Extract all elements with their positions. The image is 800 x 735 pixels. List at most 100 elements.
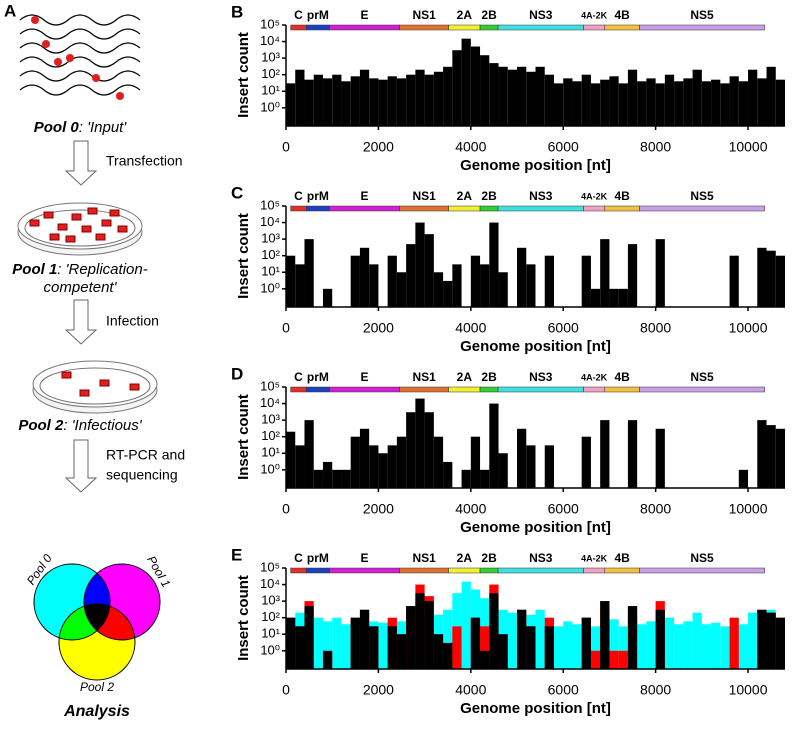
bar bbox=[489, 403, 499, 488]
gene-segment bbox=[329, 205, 400, 212]
bar bbox=[313, 469, 323, 488]
bar bbox=[350, 617, 360, 669]
bar bbox=[359, 428, 370, 488]
x-tick-label: 2000 bbox=[363, 501, 394, 517]
bar bbox=[350, 255, 360, 307]
bar bbox=[627, 69, 638, 126]
bar bbox=[553, 626, 564, 669]
bar bbox=[757, 247, 767, 307]
y-tick-label: 10⁴ bbox=[260, 576, 280, 591]
bar bbox=[359, 609, 370, 669]
gene-segment bbox=[583, 567, 606, 574]
bar bbox=[341, 469, 351, 488]
bar bbox=[655, 239, 665, 307]
gene-label: NS3 bbox=[529, 551, 553, 565]
pool2-caption: Pool 2: 'Infectious' bbox=[18, 417, 142, 434]
bar bbox=[406, 74, 416, 126]
bar bbox=[609, 288, 619, 307]
gene-label: 2B bbox=[481, 551, 497, 565]
bar bbox=[406, 412, 416, 488]
gene-segment bbox=[290, 24, 307, 31]
y-tick-label: 10¹ bbox=[261, 264, 280, 279]
bar bbox=[286, 617, 296, 669]
bar bbox=[600, 601, 610, 669]
bar bbox=[433, 272, 444, 307]
x-tick-label: 6000 bbox=[548, 139, 579, 155]
bar bbox=[544, 626, 554, 669]
bar bbox=[535, 66, 545, 126]
panel-label: E bbox=[231, 545, 242, 564]
bar bbox=[572, 624, 582, 669]
panel-label: A bbox=[4, 1, 16, 20]
y-tick-label: 10² bbox=[261, 428, 280, 443]
gene-label: 2A bbox=[457, 551, 473, 565]
gene-segment bbox=[639, 386, 765, 393]
bar bbox=[332, 617, 342, 669]
gene-segment bbox=[399, 24, 449, 31]
y-tick-label: 10⁰ bbox=[260, 461, 280, 476]
panel-label: D bbox=[231, 364, 243, 383]
gene-label: 4A-2K bbox=[581, 10, 608, 20]
venn-label: Pool 2 bbox=[80, 680, 114, 694]
x-tick-label: 4000 bbox=[455, 501, 486, 517]
y-tick-label: 10⁵ bbox=[260, 16, 280, 31]
bar bbox=[378, 453, 388, 488]
bar bbox=[415, 222, 425, 307]
y-tick-label: 10¹ bbox=[261, 445, 280, 460]
gene-label: NS1 bbox=[412, 551, 436, 565]
bar bbox=[424, 601, 434, 669]
bar bbox=[590, 626, 601, 669]
bar bbox=[341, 624, 351, 669]
bar bbox=[683, 621, 693, 669]
bar bbox=[729, 76, 739, 126]
bar bbox=[350, 76, 360, 126]
bar bbox=[581, 255, 591, 307]
gene-segment bbox=[639, 24, 765, 31]
bar bbox=[480, 469, 490, 488]
bar bbox=[766, 612, 776, 669]
bar bbox=[480, 626, 490, 669]
gene-label: 2A bbox=[457, 8, 473, 22]
gene-segment bbox=[399, 205, 449, 212]
bar bbox=[646, 621, 656, 669]
gene-segment bbox=[583, 386, 606, 393]
gene-segment bbox=[290, 205, 307, 212]
gene-segment bbox=[639, 567, 765, 574]
gene-segment bbox=[497, 205, 584, 212]
bar bbox=[748, 612, 758, 669]
gene-segment bbox=[604, 386, 640, 393]
x-tick-label: 6000 bbox=[548, 320, 579, 336]
bar bbox=[563, 78, 573, 126]
bar bbox=[470, 255, 481, 307]
bar bbox=[295, 445, 305, 488]
bar bbox=[424, 412, 434, 488]
gene-segment bbox=[604, 567, 640, 574]
gene-label: E bbox=[361, 551, 369, 565]
bar bbox=[415, 593, 425, 669]
bar bbox=[443, 642, 453, 669]
bar bbox=[387, 445, 397, 488]
x-tick-label: 10000 bbox=[729, 682, 768, 698]
gene-segment bbox=[329, 567, 400, 574]
bar bbox=[304, 420, 314, 488]
dish-1 bbox=[17, 202, 143, 256]
bar bbox=[387, 76, 397, 126]
gene-label: 4B bbox=[614, 8, 630, 22]
gene-segment bbox=[479, 205, 499, 212]
bar bbox=[332, 74, 342, 126]
gene-label: NS1 bbox=[412, 189, 436, 203]
bar bbox=[415, 398, 425, 488]
gene-label: C bbox=[294, 8, 303, 22]
bar bbox=[637, 624, 647, 669]
y-tick-label: 10⁵ bbox=[260, 559, 280, 574]
arrows bbox=[64, 140, 98, 493]
bar bbox=[313, 617, 323, 669]
bar bbox=[452, 264, 462, 307]
bar bbox=[609, 650, 619, 669]
bar bbox=[711, 79, 721, 126]
bar bbox=[581, 74, 591, 126]
bar bbox=[738, 81, 749, 126]
gene-label: NS5 bbox=[690, 8, 714, 22]
gene-segment bbox=[329, 386, 400, 393]
bar bbox=[526, 71, 536, 126]
